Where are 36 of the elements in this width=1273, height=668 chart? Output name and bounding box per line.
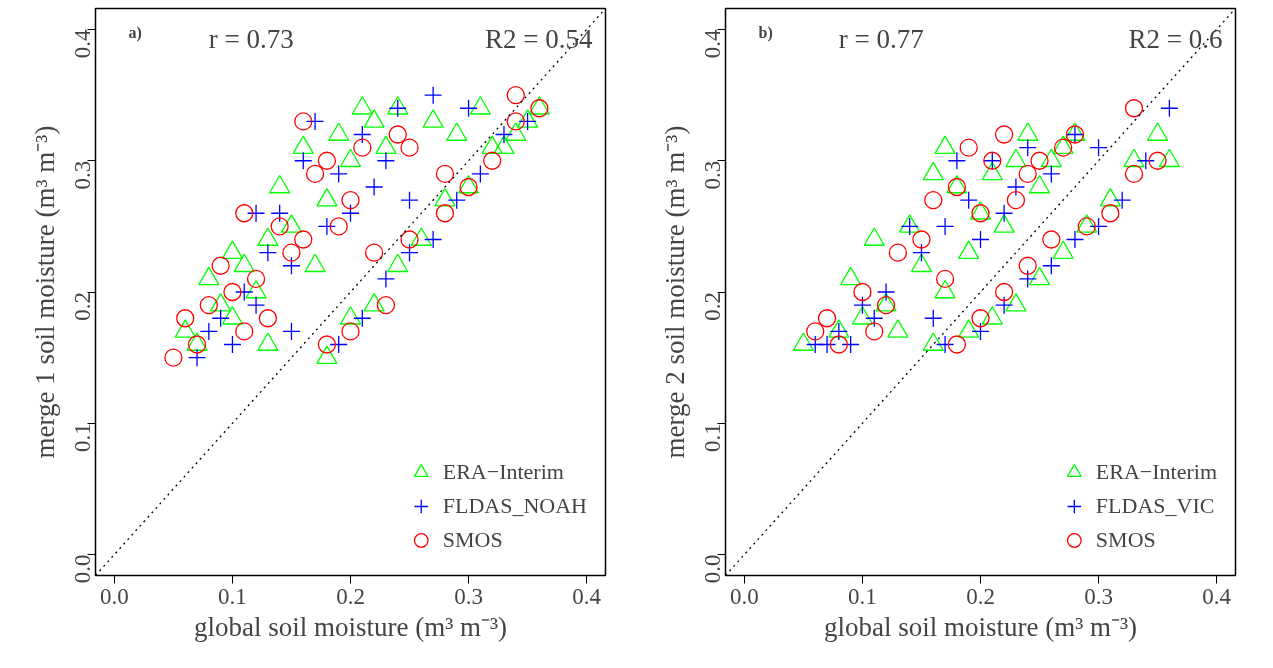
x-tick-label: 0.3 (1084, 583, 1113, 609)
annotation: r = 0.73 (208, 24, 294, 55)
x-tick-label: 0.0 (100, 583, 129, 609)
y-tick-label: 0.2 (70, 292, 95, 321)
annotation: b) (758, 24, 773, 43)
legend-label: FLDAS_VIC (1095, 493, 1215, 519)
y-tick-label: 0.1 (70, 423, 95, 452)
x-tick-label: 0.2 (966, 583, 995, 609)
legend-label: ERA−Interim (1095, 459, 1217, 485)
y-axis-title: merge 1 soil moisture (m³ m⁻³) (29, 125, 60, 459)
y-tick-label: 0.1 (700, 423, 725, 452)
x-tick-label: 0.0 (730, 583, 759, 609)
y-axis-title: merge 2 soil moisture (m³ m⁻³) (659, 125, 690, 459)
annotation: R2 = 0.6 (1128, 24, 1223, 55)
y-tick-label: 0.4 (700, 29, 725, 59)
x-axis-title: global soil moisture (m³ m⁻³) (823, 611, 1138, 642)
legend-label: ERA−Interim (442, 459, 564, 485)
x-axis-title: global soil moisture (m³ m⁻³) (193, 611, 508, 642)
x-tick-label: 0.1 (218, 583, 247, 609)
y-tick-label: 0.3 (70, 160, 95, 190)
legend-label: SMOS (442, 527, 503, 553)
x-tick-label: 0.3 (454, 583, 483, 609)
x-tick-label: 0.4 (572, 583, 602, 609)
legend-label: SMOS (1095, 527, 1156, 553)
y-tick-label: 0.3 (700, 160, 725, 190)
x-tick-label: 0.2 (336, 583, 365, 609)
x-tick-label: 0.1 (848, 583, 877, 609)
annotation: R2 = 0.54 (485, 24, 594, 55)
y-tick-label: 0.4 (70, 29, 95, 59)
annotation: r = 0.77 (838, 24, 924, 55)
y-tick-label: 0.2 (700, 292, 725, 321)
y-tick-label: 0.0 (700, 554, 725, 584)
y-tick-label: 0.0 (70, 554, 95, 584)
annotation: a) (128, 24, 142, 43)
legend-label: FLDAS_NOAH (442, 493, 587, 519)
x-tick-label: 0.4 (1202, 583, 1232, 609)
